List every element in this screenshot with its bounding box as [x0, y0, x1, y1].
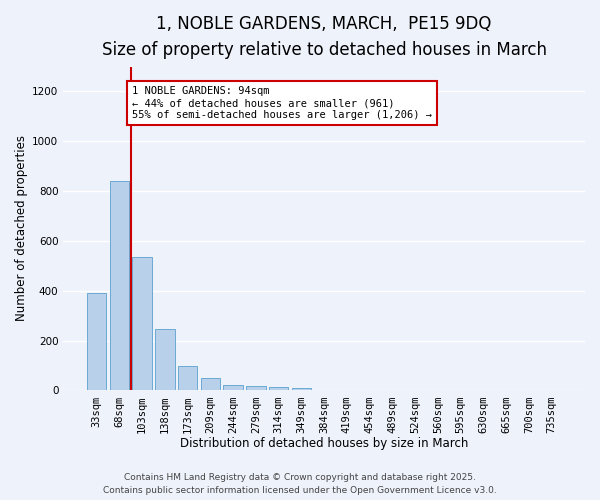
Bar [87, 294, 106, 390]
Bar [269, 387, 289, 390]
Text: Contains HM Land Registry data © Crown copyright and database right 2025.
Contai: Contains HM Land Registry data © Crown c… [103, 474, 497, 495]
X-axis label: Distribution of detached houses by size in March: Distribution of detached houses by size … [180, 437, 469, 450]
Title: 1, NOBLE GARDENS, MARCH,  PE15 9DQ
Size of property relative to detached houses : 1, NOBLE GARDENS, MARCH, PE15 9DQ Size o… [101, 15, 547, 60]
Bar [155, 328, 175, 390]
Y-axis label: Number of detached properties: Number of detached properties [15, 136, 28, 322]
Bar [110, 181, 129, 390]
Text: 1 NOBLE GARDENS: 94sqm
← 44% of detached houses are smaller (961)
55% of semi-de: 1 NOBLE GARDENS: 94sqm ← 44% of detached… [132, 86, 432, 120]
Bar [133, 257, 152, 390]
Bar [223, 385, 243, 390]
Bar [292, 388, 311, 390]
Bar [201, 378, 220, 390]
Bar [178, 366, 197, 390]
Bar [246, 386, 266, 390]
